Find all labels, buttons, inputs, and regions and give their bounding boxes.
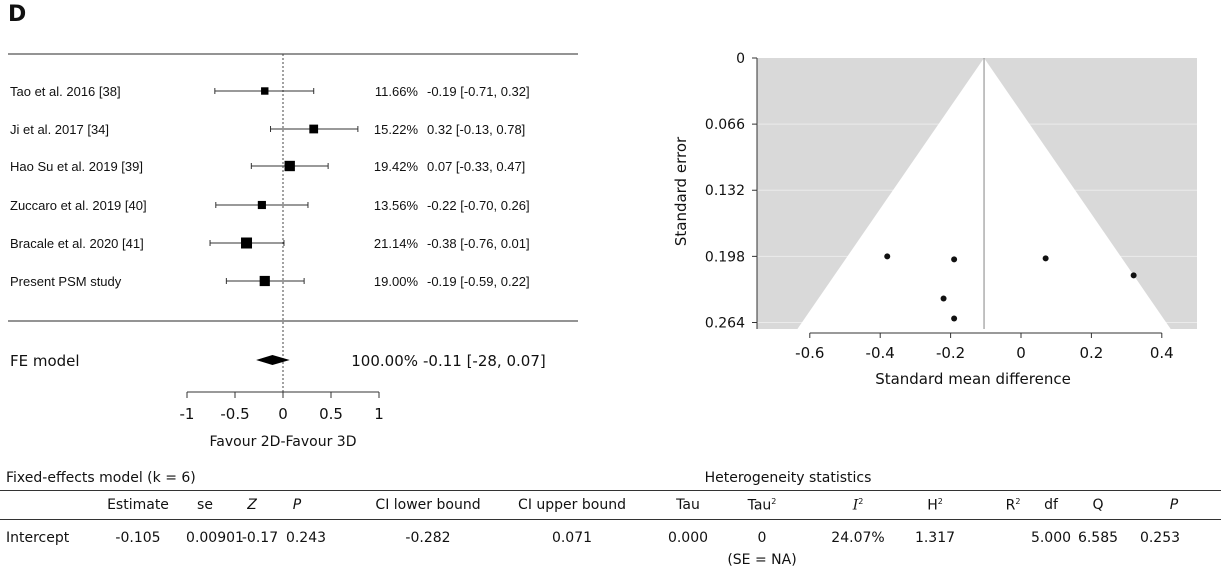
forest-x-tick-label: 0.5 [319,405,343,423]
funnel-y-tick-label: 0.198 [705,249,745,265]
heterogeneity-title: Heterogeneity statistics [704,470,872,486]
summary-effect-ci: -0.11 [-28, 0.07] [423,352,546,370]
panel-letter: D [8,2,27,27]
statistics-table: Fixed-effects model (k = 6) Heterogeneit… [0,470,1221,582]
header-df: df [1044,497,1058,513]
study-point [257,200,266,210]
funnel-x-tick-label: 0 [1016,344,1026,362]
header-q: Q [1092,497,1104,513]
header-bottom-rule [0,519,1221,520]
cell-tau2: 0 [757,530,767,546]
forest-x-axis-label: Favour 2D-Favour 3D [210,434,357,450]
funnel-x-tick-label: -0.2 [936,344,965,362]
cell-estimate: -0.105 [115,530,161,546]
tau2-se-note: (SE = NA) [727,552,797,568]
funnel-point [1130,272,1137,279]
study-weight: 19.42% [374,159,419,174]
funnel-y-tick-label: 0.066 [705,117,745,133]
header-h2: H2 [927,497,943,514]
header-se: se [197,497,213,513]
study-point [259,275,270,287]
cell-i2: 24.07% [831,530,885,546]
header-tau2: Tau2 [747,497,777,514]
cell-df: 5.000 [1030,530,1072,546]
study-effect-ci: -0.22 [-0.70, 0.26] [427,198,530,213]
header-p: P [292,497,302,513]
funnel-point [951,315,958,322]
header-ci-upper: CI upper bound [518,497,626,513]
cell-z: -0.17 [241,530,279,546]
study-point [284,160,295,172]
header-top-rule [0,490,1221,491]
funnel-x-tick-label: 0.2 [1079,344,1103,362]
funnel-x-tick-label: -0.4 [866,344,895,362]
header-r2: R2 [1005,497,1021,514]
study-label: Ji et al. 2017 [34] [10,122,109,137]
funnel-point [940,295,947,302]
study-label: Present PSM study [10,274,122,289]
study-label: Bracale et al. 2020 [41] [10,236,144,251]
summary-diamond [256,355,290,365]
funnel-point [951,256,958,263]
forest-x-tick-label: -1 [180,405,195,423]
funnel-plot: 0 0.066 0.132 0.198 0.264 -0.6 -0.4 -0.2 0 0.2 0.4… [672,51,1197,388]
study-weight: 21.14% [374,236,419,251]
cell-p2: 0.253 [1139,530,1181,546]
cell-ci-lower: -0.282 [405,530,451,546]
forest-x-tick-label: 0 [278,405,288,423]
forest-x-tick-label: 1 [374,405,384,423]
cell-q: 6.585 [1077,530,1119,546]
study-weight: 19.00% [374,274,419,289]
summary-label: FE model [10,352,80,370]
header-i2: I2 [852,497,864,514]
study-effect-ci: -0.38 [-0.76, 0.01] [427,236,530,251]
summary-weight: 100.00% [351,352,418,370]
header-z: Z [247,497,257,513]
funnel-y-tick-label: 0 [736,51,745,67]
study-effect-ci: 0.32 [-0.13, 0.78] [427,122,525,137]
cell-se: 0.00901 [186,530,244,546]
header-p2: P [1169,497,1179,513]
model-title: Fixed-effects model (k = 6) [6,470,196,486]
study-label: Zuccaro et al. 2019 [40] [10,198,147,213]
study-label: Tao et al. 2016 [38] [10,84,121,99]
cell-h2: 1.317 [914,530,956,546]
study-weight: 11.66% [375,84,419,99]
funnel-x-tick-label: 0.4 [1150,344,1174,362]
funnel-point [884,253,891,260]
study-effect-ci: -0.19 [-0.71, 0.32] [427,84,530,99]
row-label: Intercept [6,530,70,546]
study-label: Hao Su et al. 2019 [39] [10,159,143,174]
cell-ci-upper: 0.071 [551,530,593,546]
funnel-x-axis-label: Standard mean difference [875,370,1071,388]
study-point [261,87,269,95]
header-estimate: Estimate [107,497,169,513]
study-effect-ci: -0.19 [-0.59, 0.22] [427,274,530,289]
cell-tau: 0.000 [667,530,709,546]
study-weight: 15.22% [374,122,419,137]
study-weight: 13.56% [374,198,419,213]
header-tau: Tau [676,497,700,513]
funnel-y-axis-label: Standard error [672,136,690,246]
funnel-y-tick-label: 0.132 [705,183,745,199]
study-point [241,237,253,249]
funnel-point [1042,255,1049,262]
funnel-y-tick-label: 0.264 [705,315,745,331]
header-ci-lower: CI lower bound [375,497,481,513]
study-point [309,124,319,134]
forest-x-tick-label: -0.5 [220,405,249,423]
study-effect-ci: 0.07 [-0.33, 0.47] [427,159,525,174]
cell-p: 0.243 [285,530,327,546]
forest-plot: Tao et al. 2016 [38] 11.66% -0.19 [-0.71, … [8,53,578,450]
funnel-x-tick-label: -0.6 [795,344,824,362]
